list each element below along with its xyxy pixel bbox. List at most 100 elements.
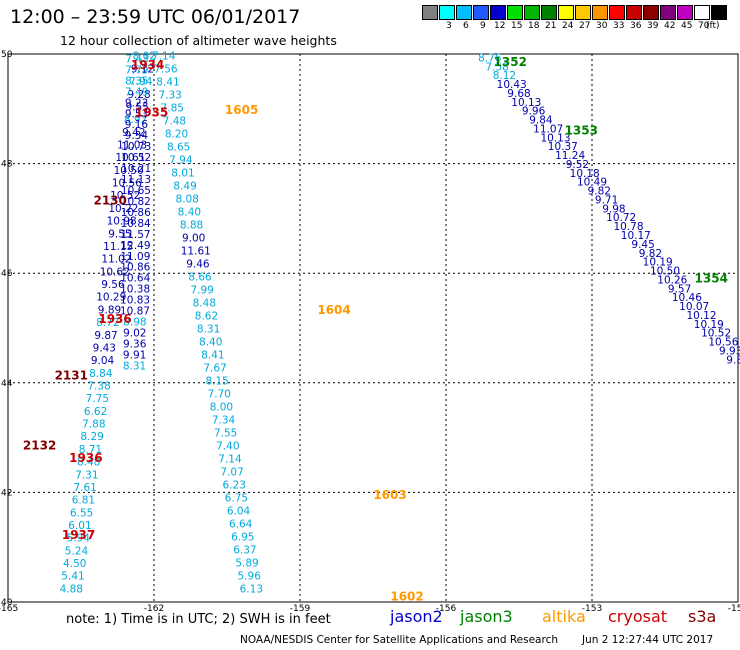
wave-height-value: 9.02 xyxy=(123,327,146,339)
pass-time-label: 1352 xyxy=(494,55,527,69)
wave-height-value: 9.87 xyxy=(94,330,117,342)
wave-height-value: 6.75 xyxy=(225,492,248,504)
wave-height-value: 8.49 xyxy=(173,181,196,193)
wave-height-value: 7.99 xyxy=(190,285,213,297)
scale-swatch xyxy=(711,5,727,20)
color-scale: 3 6 9 12 15 18 21 24 27 30 33 36 39 42 45 70 (ft) xyxy=(422,5,740,33)
scale-swatch xyxy=(677,5,693,20)
wave-height-value: 10.52 xyxy=(110,190,140,202)
wave-height-value: 10.62 xyxy=(100,266,130,278)
legend-entry: jason2 xyxy=(390,607,443,626)
pass-time-label: 1353 xyxy=(565,124,598,138)
scale-label: 33 xyxy=(613,21,625,31)
pass-time-label: 1937 xyxy=(62,528,95,542)
wave-height-value: 5.94 xyxy=(67,533,91,545)
scale-swatch xyxy=(507,5,523,20)
wave-height-value: 9.53 xyxy=(125,108,148,120)
wave-height-value: 8.92 xyxy=(124,114,147,126)
pass-time-label: 1604 xyxy=(317,303,350,317)
pass-time-label: 1936 xyxy=(69,451,102,465)
wave-height-value: 6.13 xyxy=(240,583,263,595)
wave-height-value: 8.62 xyxy=(195,311,218,323)
wave-height-value: 11.13 xyxy=(121,174,151,186)
wave-height-value: 7.31 xyxy=(75,469,98,481)
wave-height-value: 10.61 xyxy=(115,152,145,164)
wave-height-value: 7.94 xyxy=(169,155,193,167)
axis-tick-labels: -165 -162 -159 -156 -153 -150 40 42 44 46 48 50 xyxy=(0,50,740,614)
wave-height-value: 9.56 xyxy=(101,279,125,291)
wave-height-value: 7.67 xyxy=(203,363,226,375)
wave-height-value: 10.56 xyxy=(112,178,142,190)
scale-label: 39 xyxy=(647,21,659,31)
legend-entry: altika xyxy=(542,607,586,626)
wave-height-value: 10.18 xyxy=(570,168,600,180)
pass-time-label: 1934 xyxy=(131,58,164,72)
scale-swatch xyxy=(456,5,472,20)
wave-height-value: 8.31 xyxy=(197,324,220,336)
wave-height-value: 9.46 xyxy=(186,259,210,271)
wave-height-value: 7.58 xyxy=(485,61,508,73)
credit-line: NOAA/NESDIS Center for Satellite Applica… xyxy=(240,634,558,646)
lat-tick-label: 50 xyxy=(1,50,13,60)
wave-height-value: 9.52 xyxy=(566,159,589,171)
wave-height-value: 6.62 xyxy=(84,406,107,418)
lon-tick-label: -162 xyxy=(144,604,164,614)
wave-height-value: 8.12 xyxy=(493,70,516,82)
wave-height-value: 8.40 xyxy=(178,207,201,219)
page-title: 12:00 – 23:59 UTC 06/01/2017 xyxy=(10,6,301,28)
wave-height-value: 6.64 xyxy=(229,518,253,530)
wave-height-value: 10.50 xyxy=(114,165,144,177)
wave-height-value: 9.00 xyxy=(182,233,205,245)
lon-tick-label: -156 xyxy=(436,604,457,614)
wave-height-value: 5.24 xyxy=(65,545,89,557)
lon-tick-label: -153 xyxy=(582,604,602,614)
lon-tick-label: -159 xyxy=(290,604,311,614)
wave-height-value: 9.43 xyxy=(93,342,116,354)
wave-height-value: 8.08 xyxy=(176,194,199,206)
wave-height-value: 9.98 xyxy=(602,203,625,215)
scale-swatch xyxy=(473,5,489,20)
wave-height-value: 11.24 xyxy=(555,150,585,162)
lon-tick-label: -165 xyxy=(0,604,18,614)
wave-height-value: 10.38 xyxy=(120,284,150,296)
pass-time-label: 2130 xyxy=(93,193,126,207)
wave-height-value: 6.04 xyxy=(227,505,251,517)
scale-swatch xyxy=(541,5,557,20)
wave-height-value: 8.65 xyxy=(167,142,190,154)
wave-height-value: 4.88 xyxy=(60,583,83,595)
wave-height-value: 9.68 xyxy=(507,88,530,100)
scale-label: 21 xyxy=(545,21,557,31)
wave-height-value: 10.84 xyxy=(121,218,151,230)
scale-label: 70 xyxy=(698,21,710,31)
wave-height-value: 8.48 xyxy=(77,457,100,469)
wave-height-value: 10.72 xyxy=(606,212,636,224)
wave-height-value: 7.43 xyxy=(125,53,148,65)
wave-height-value: 10.52 xyxy=(701,328,731,340)
wave-height-value: 4.50 xyxy=(63,558,86,570)
wave-height-value: 12.49 xyxy=(120,240,150,252)
wave-height-value: 7.85 xyxy=(161,103,184,115)
scale-swatch xyxy=(439,5,455,20)
wave-height-value: 6.01 xyxy=(68,520,91,532)
wave-height-value: 8.88 xyxy=(180,220,203,232)
wave-height-value: 8.02 xyxy=(133,51,156,63)
wave-height-value: 9.82 xyxy=(639,248,662,260)
legend-entry: cryosat xyxy=(608,607,668,626)
scale-swatch xyxy=(609,5,625,20)
wave-height-value: 7.34 xyxy=(212,415,236,427)
scale-label: 3 xyxy=(446,21,452,31)
scale-swatch xyxy=(592,5,608,20)
wave-height-value: 8.01 xyxy=(171,168,194,180)
wave-height-value: 10.19 xyxy=(694,319,724,331)
scale-label: 18 xyxy=(528,21,540,31)
scale-swatch xyxy=(660,5,676,20)
legend-entry: jason3 xyxy=(460,607,513,626)
wave-height-value: 9.04 xyxy=(91,355,115,367)
wave-height-value: 7.40 xyxy=(216,440,239,452)
wave-height-value: 8.31 xyxy=(123,360,146,372)
wave-height-value: 7.56 xyxy=(154,64,178,76)
wave-height-value: 7.88 xyxy=(82,419,105,431)
wave-height-value: 10.78 xyxy=(613,221,643,233)
wave-height-value: 9.28 xyxy=(127,89,150,101)
lat-tick-label: 46 xyxy=(1,269,13,279)
